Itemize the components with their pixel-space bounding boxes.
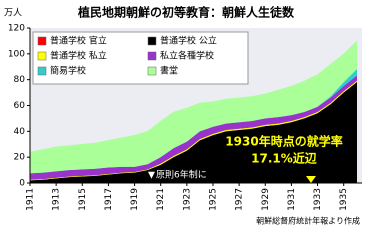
- x-tick-label: 1927: [235, 188, 245, 211]
- y-tick-label: 40: [14, 127, 26, 137]
- legend-swatch: [147, 51, 157, 61]
- x-tick-label: 1929: [261, 188, 271, 211]
- y-axis-label: 万人: [4, 8, 22, 19]
- y-tick-label: 60: [14, 101, 26, 111]
- legend-label: 普通学校 公立: [160, 35, 217, 47]
- x-tick-label: 1913: [52, 188, 62, 211]
- legend-box: [32, 31, 249, 85]
- area: [29, 40, 358, 174]
- annotation: 17.1%近辺: [251, 151, 317, 166]
- annotation: 1930年時点の就学率: [225, 134, 342, 149]
- x-tick-label: 1919: [130, 188, 140, 211]
- source-note: 朝鮮総督府統計年報より作成: [256, 216, 360, 226]
- x-tick-label: 1935: [339, 188, 349, 211]
- legend-swatch: [147, 36, 157, 46]
- marker-triangle: [306, 176, 316, 183]
- legend-swatch: [37, 36, 47, 46]
- y-tick-label: 120: [8, 24, 25, 34]
- x-tick-label: 1917: [104, 188, 114, 211]
- x-tick-label: 1915: [78, 188, 88, 211]
- legend-label: 私立各種学校: [160, 50, 214, 62]
- legend-label: 普通学校 私立: [50, 50, 107, 62]
- annotation: 原則6年制に: [156, 169, 207, 181]
- x-tick-label: 1923: [182, 188, 192, 211]
- legend-swatch: [37, 66, 47, 76]
- legend-label: 普通学校 官立: [50, 35, 107, 47]
- y-tick-label: 0: [19, 179, 25, 189]
- axes: 0 20 40 60 80 100 120 1911 1913 1915 1917 1919 1921 1…: [8, 24, 362, 211]
- y-tick-label: 80: [14, 75, 26, 85]
- marker-triangle: ▼: [148, 171, 155, 181]
- legend-swatch: [37, 51, 47, 61]
- x-tick-label: 1911: [26, 188, 36, 211]
- x-tick-label: 1925: [208, 188, 218, 211]
- y-tick-label: 20: [14, 153, 26, 163]
- chart-title: 植民地期朝鮮の初等教育：朝鮮人生徒数: [77, 5, 295, 20]
- y-tick-label: 100: [8, 49, 25, 59]
- legend-swatch: [147, 66, 157, 76]
- chart: 植民地期朝鮮の初等教育：朝鮮人生徒数 万人 0 20 40 60 80 100 120 191…: [4, 5, 362, 226]
- x-tick-label: 1921: [156, 188, 166, 211]
- legend-label: 簡易学校: [50, 65, 86, 77]
- x-tick-label: 1931: [287, 188, 297, 211]
- legend-label: 書堂: [160, 65, 178, 77]
- x-tick-label: 1933: [313, 188, 323, 211]
